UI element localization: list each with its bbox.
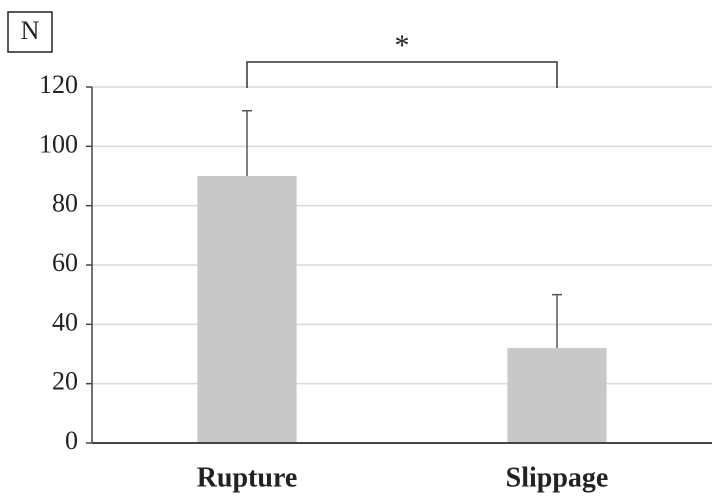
y-tick-label: 0	[65, 426, 78, 455]
y-tick-label: 60	[52, 248, 78, 277]
y-axis-label: N	[21, 16, 40, 45]
significance-marker: *	[395, 29, 410, 62]
y-tick-label: 80	[52, 189, 78, 218]
x-tick-label: Rupture	[197, 462, 298, 493]
y-tick-label: 120	[39, 70, 78, 99]
bar	[197, 176, 297, 443]
y-tick-label: 100	[39, 129, 78, 158]
x-tick-label: Slippage	[506, 462, 609, 493]
y-tick-label: 20	[52, 367, 78, 396]
y-label-box	[7, 11, 53, 53]
significance-bracket	[246, 61, 558, 88]
bar	[507, 348, 607, 443]
y-tick-label: 40	[52, 307, 78, 336]
